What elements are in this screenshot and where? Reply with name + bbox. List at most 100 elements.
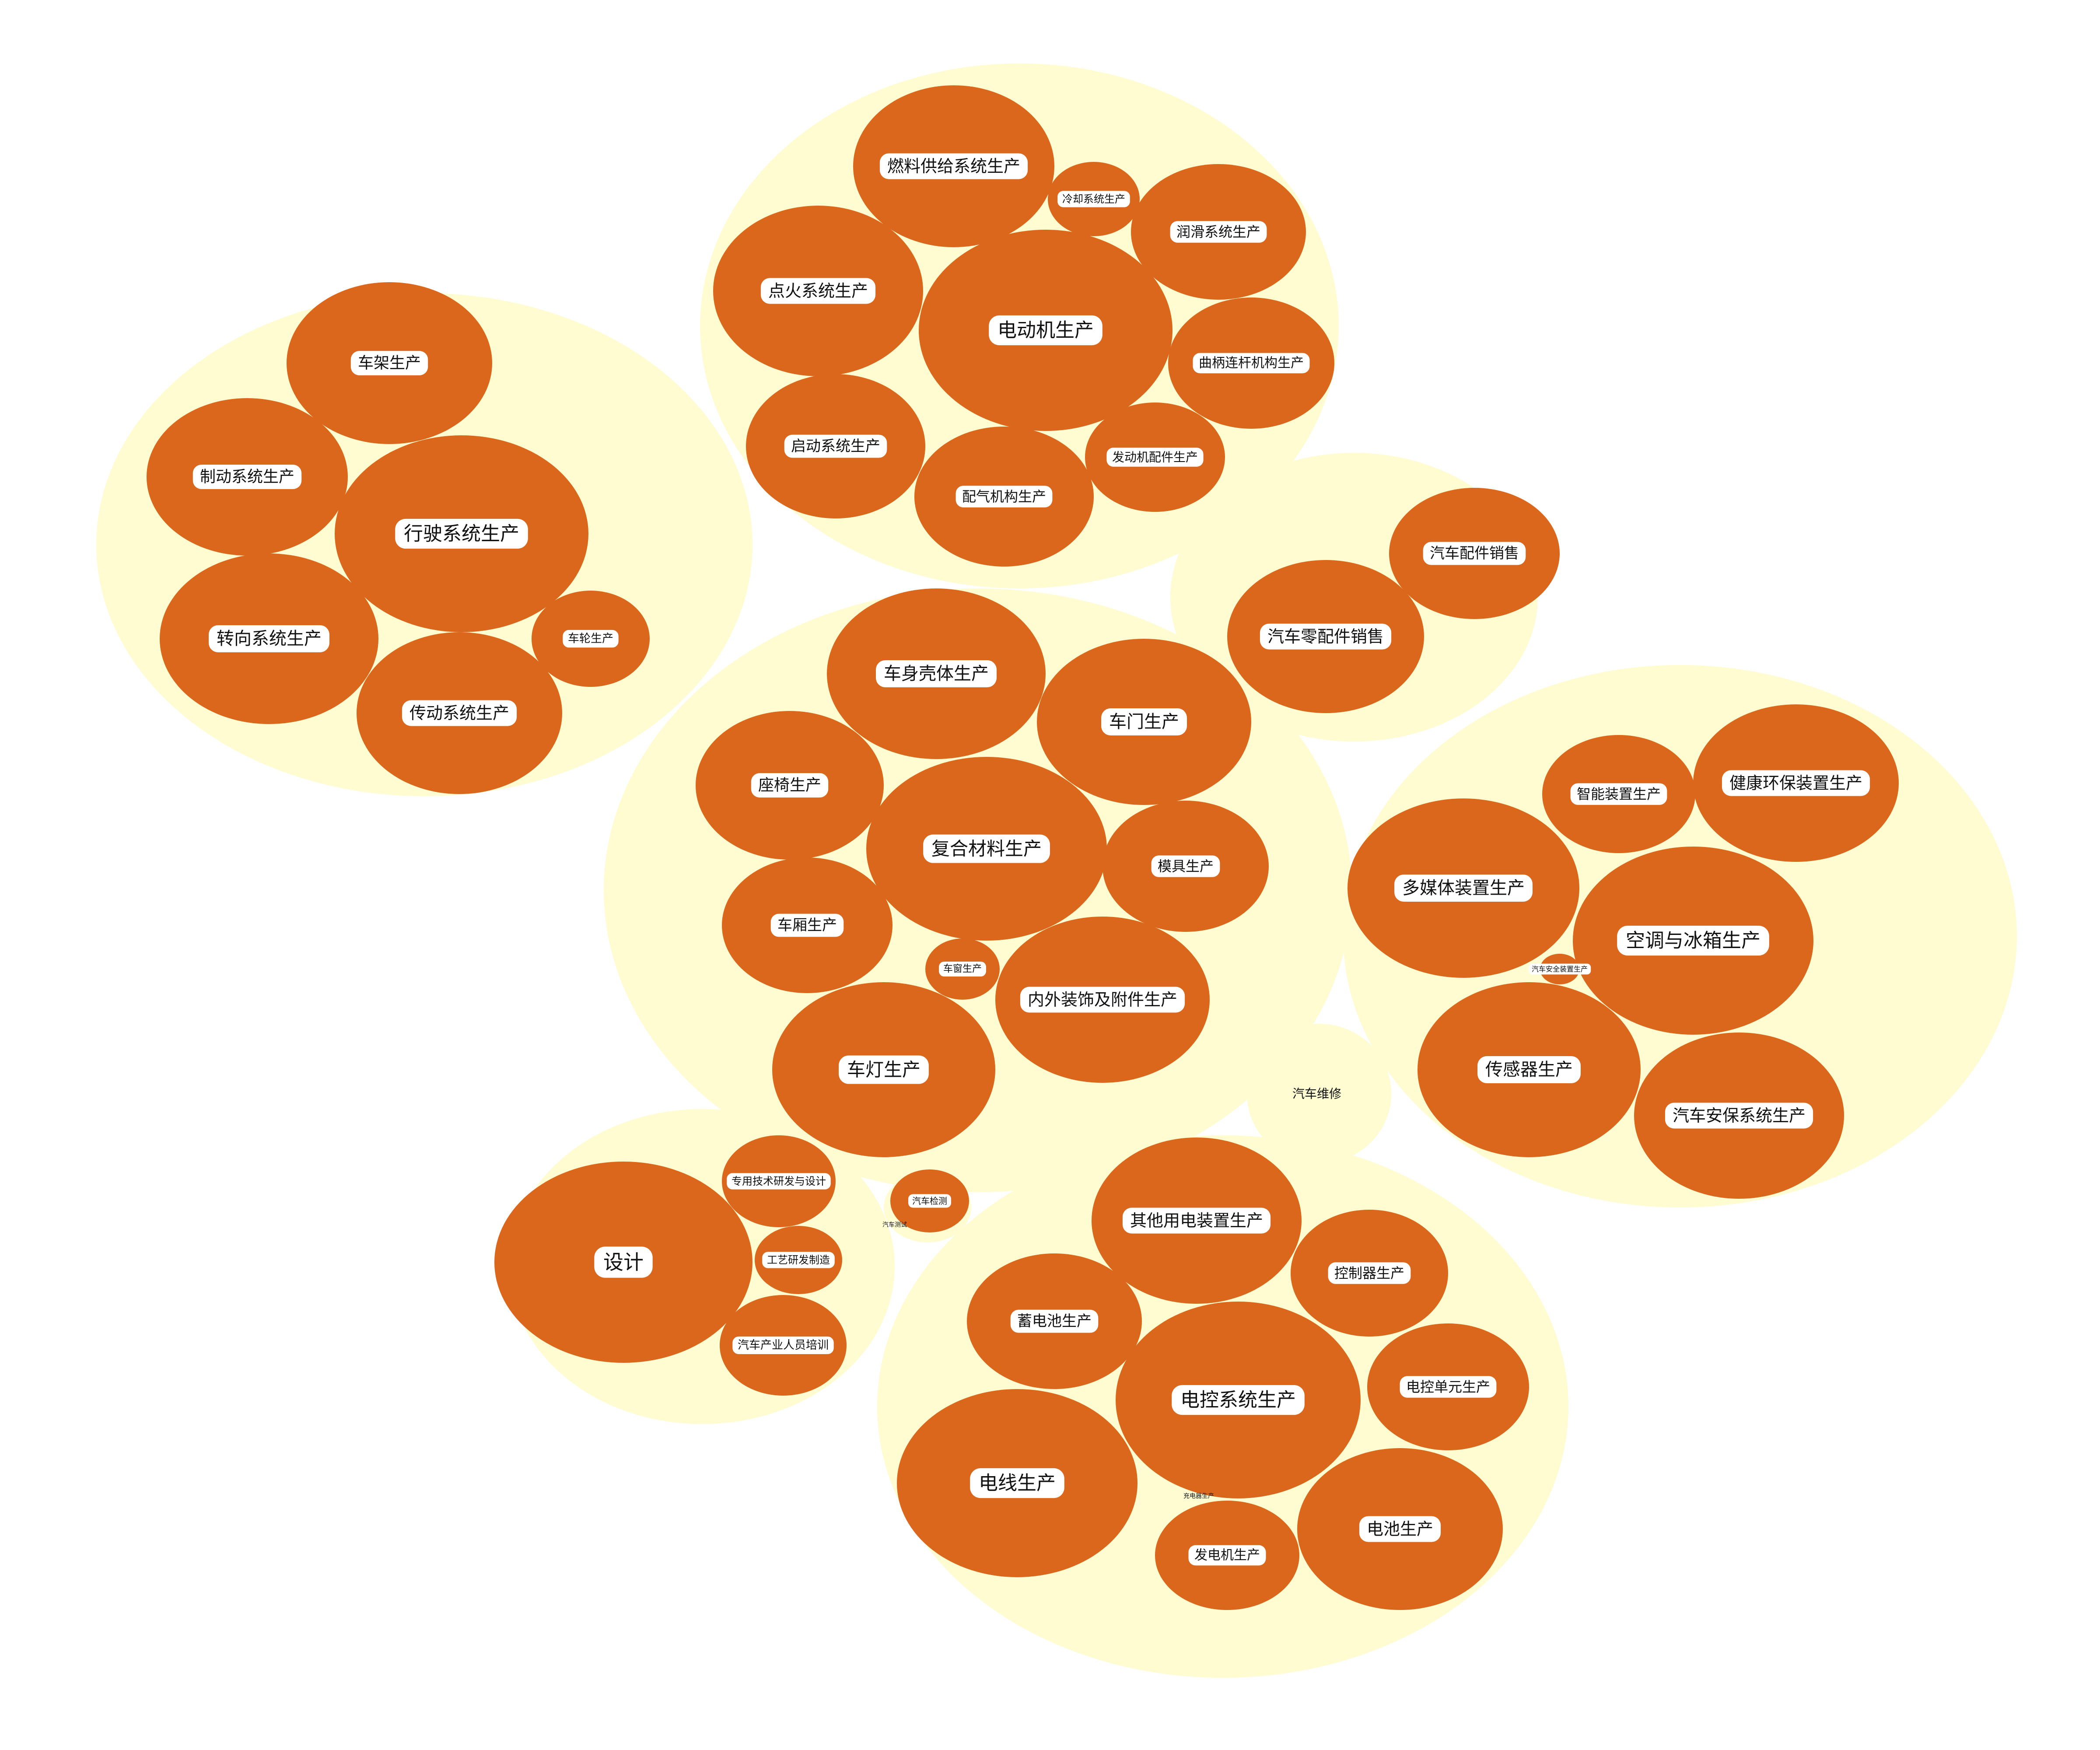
- bubble-brake[interactable]: 制动系统生产: [147, 398, 348, 556]
- bubble-generator[interactable]: 发电机生产: [1155, 1501, 1299, 1610]
- label-pill-door: [1101, 708, 1187, 735]
- bubble-trim[interactable]: 内外装饰及附件生产: [995, 917, 1210, 1083]
- bubble-window[interactable]: 车窗生产: [925, 938, 1000, 1000]
- bubble-ecu[interactable]: 电控单元生产: [1367, 1323, 1529, 1450]
- bubble-label-lubrication: 润滑系统生产: [1176, 224, 1260, 240]
- label-pill-engine-parts: [1106, 448, 1204, 467]
- bubble-ecs[interactable]: 电控系统生产: [1116, 1302, 1361, 1498]
- bubble-crank[interactable]: 曲柄连杆机构生产: [1168, 298, 1334, 429]
- bubble-inspection[interactable]: 汽车检测: [890, 1169, 969, 1232]
- bubble-label-window: 车窗生产: [943, 964, 982, 975]
- bubble-label-battery-storage: 蓄电池生产: [1017, 1312, 1092, 1330]
- label-pill-trim: [1020, 987, 1185, 1013]
- label-pill-ecu: [1400, 1376, 1497, 1398]
- bubble-cooling[interactable]: 冷却系统生产: [1048, 162, 1140, 236]
- bubble-compartment[interactable]: 车厢生产: [722, 858, 892, 993]
- bubble-label-compartment: 车厢生产: [777, 917, 837, 934]
- group-repair: [1247, 1024, 1391, 1164]
- bubble-label-valve: 配气机构生产: [962, 488, 1046, 505]
- label-pill-brake: [192, 465, 302, 489]
- label-pill-smart: [1570, 783, 1667, 805]
- bubble-label-security: 汽车安保系统生产: [1673, 1106, 1806, 1125]
- bubble-label-wire: 电线生产: [979, 1472, 1056, 1494]
- bubble-label-repair: 汽车维修: [1292, 1087, 1341, 1101]
- bubble-door[interactable]: 车门生产: [1037, 639, 1251, 805]
- bubble-smart[interactable]: 智能装置生产: [1542, 735, 1695, 853]
- bubble-charger[interactable]: 充电器生产: [1183, 1493, 1214, 1500]
- bubble-valve[interactable]: 配气机构生产: [914, 427, 1094, 567]
- bubble-lubrication[interactable]: 润滑系统生产: [1131, 164, 1306, 300]
- bubble-process[interactable]: 工艺研发制造: [755, 1226, 842, 1294]
- bubble-label-composite: 复合材料生产: [931, 838, 1042, 860]
- bubble-label-transmission: 传动系统生产: [410, 704, 509, 723]
- bubble-ignition[interactable]: 点火系统生产: [713, 206, 923, 376]
- label-pill-sensor: [1477, 1056, 1581, 1083]
- label-pill-process: [762, 1252, 835, 1268]
- bubble-parts-sales[interactable]: 汽车零配件销售: [1227, 560, 1424, 713]
- label-pill-compartment: [770, 914, 844, 937]
- bubble-wire[interactable]: 电线生产: [897, 1389, 1138, 1577]
- bubble-wheel[interactable]: 车轮生产: [532, 591, 650, 687]
- label-pill-cooling: [1057, 191, 1130, 207]
- label-pill-motor: [989, 315, 1102, 346]
- label-pill-frame: [350, 351, 428, 375]
- label-pill-mold: [1151, 855, 1220, 877]
- label-pill-other-electric: [1122, 1208, 1271, 1234]
- bubble-label-trim: 内外装饰及附件生产: [1028, 990, 1177, 1009]
- bubble-sensor[interactable]: 传感器生产: [1418, 982, 1641, 1157]
- bubble-shell[interactable]: 车身壳体生产: [827, 588, 1046, 759]
- bubble-transmission[interactable]: 传动系统生产: [357, 632, 562, 794]
- label-pill-ecs: [1172, 1385, 1305, 1415]
- label-pill-window: [939, 961, 986, 977]
- label-pill-controller: [1328, 1262, 1411, 1284]
- bubble-safety-device[interactable]: 汽车安全装置生产: [1528, 954, 1591, 984]
- bubble-health[interactable]: 健康环保装置生产: [1693, 704, 1899, 862]
- bubble-composite[interactable]: 复合材料生产: [866, 757, 1107, 941]
- bubble-motor[interactable]: 电动机生产: [919, 230, 1172, 431]
- bubble-engine-parts[interactable]: 发动机配件生产: [1085, 402, 1225, 512]
- bubble-test[interactable]: 汽车测试: [882, 1221, 907, 1228]
- label-pill-wheel: [563, 630, 619, 648]
- bubble-label-ecu: 电控单元生产: [1406, 1379, 1490, 1395]
- bubble-repair[interactable]: 汽车维修: [1292, 1087, 1341, 1101]
- bubble-frame[interactable]: 车架生产: [287, 282, 492, 444]
- bubble-mold[interactable]: 模具生产: [1102, 801, 1269, 932]
- bubble-starter[interactable]: 启动系统生产: [746, 374, 925, 518]
- bubble-label-crank: 曲柄连杆机构生产: [1199, 356, 1304, 371]
- bubble-ac[interactable]: 空调与冰箱生产: [1573, 847, 1813, 1035]
- bubble-multimedia[interactable]: 多媒体装置生产: [1348, 798, 1579, 978]
- bubble-battery-storage[interactable]: 蓄电池生产: [967, 1253, 1142, 1389]
- bubble-rnd[interactable]: 专用技术研发与设计: [722, 1135, 836, 1227]
- label-pill-battery: [1359, 1516, 1441, 1542]
- bubble-accessory-sales[interactable]: 汽车配件销售: [1389, 488, 1560, 619]
- bubble-label-engine-parts: 发动机配件生产: [1112, 450, 1198, 465]
- bubble-label-running: 行驶系统生产: [404, 523, 519, 545]
- bubble-battery[interactable]: 电池生产: [1297, 1448, 1503, 1610]
- bubble-label-door: 车门生产: [1109, 712, 1179, 732]
- bubble-design[interactable]: 设计: [494, 1162, 752, 1363]
- bubble-label-health: 健康环保装置生产: [1729, 774, 1862, 793]
- bubble-label-training: 汽车产业人员培训: [738, 1339, 829, 1352]
- bubble-lamp[interactable]: 车灯生产: [772, 982, 995, 1157]
- bubble-label-other-electric: 其他用电装置生产: [1130, 1211, 1263, 1230]
- bubble-controller[interactable]: 控制器生产: [1291, 1210, 1448, 1337]
- label-pill-design: [594, 1246, 653, 1278]
- bubble-label-brake: 制动系统生产: [200, 468, 294, 486]
- bubble-label-accessory-sales: 汽车配件销售: [1430, 545, 1519, 562]
- bubble-steering[interactable]: 转向系统生产: [160, 553, 378, 724]
- bubble-fuel[interactable]: 燃料供给系统生产: [853, 85, 1054, 247]
- bubble-security[interactable]: 汽车安保系统生产: [1634, 1032, 1844, 1199]
- bubble-label-motor: 电动机生产: [998, 319, 1094, 342]
- bubble-running[interactable]: 行驶系统生产: [335, 435, 588, 632]
- bubble-label-ignition: 点火系统生产: [768, 281, 868, 301]
- bubble-label-multimedia: 多媒体装置生产: [1402, 878, 1525, 898]
- label-pill-transmission: [402, 700, 517, 726]
- bubble-training[interactable]: 汽车产业人员培训: [720, 1295, 847, 1396]
- bubble-label-controller: 控制器生产: [1334, 1265, 1404, 1281]
- bubble-label-frame: 车架生产: [358, 354, 421, 372]
- label-pill-steering: [209, 625, 329, 652]
- bubble-label-rnd: 专用技术研发与设计: [732, 1175, 826, 1187]
- bubble-other-electric[interactable]: 其他用电装置生产: [1092, 1138, 1302, 1304]
- bubble-seat[interactable]: 座椅生产: [696, 711, 884, 860]
- label-pill-fuel: [879, 153, 1028, 179]
